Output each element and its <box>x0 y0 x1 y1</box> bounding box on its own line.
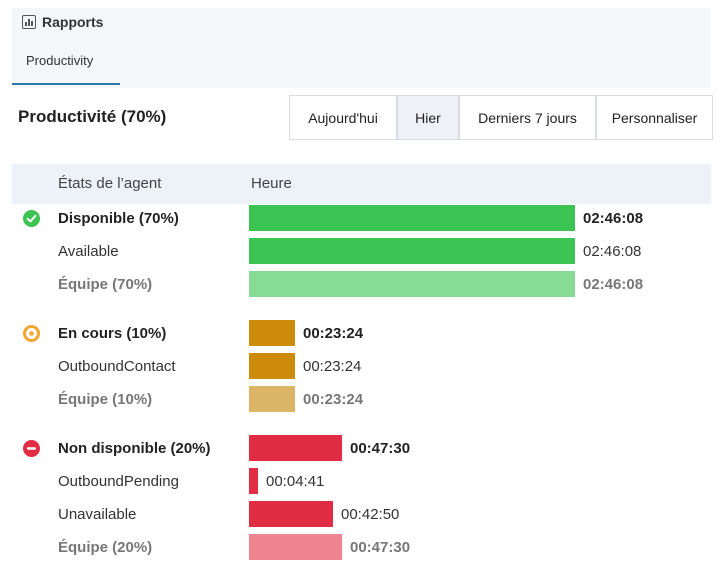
state-summary-row: Non disponible (20%) 00:47:30 <box>12 435 711 463</box>
duration-value: 00:04:41 <box>266 473 325 490</box>
state-label: Équipe (10%) <box>58 391 153 408</box>
duration-bar <box>249 386 295 412</box>
state-detail-row: Unavailable 00:42:50 <box>12 501 711 529</box>
dot-circle-icon <box>23 325 40 342</box>
state-summary-row: En cours (10%) 00:23:24 <box>12 320 711 348</box>
custom-button[interactable]: Personnaliser <box>596 95 713 140</box>
state-detail-row: Available 02:46:08 <box>12 238 711 266</box>
column-time: Heure <box>251 175 292 192</box>
duration-bar <box>249 205 575 231</box>
app-title: Rapports <box>22 14 103 30</box>
yesterday-button[interactable]: Hier <box>397 95 459 140</box>
state-label: OutboundContact <box>58 358 176 375</box>
state-label: En cours (10%) <box>58 325 167 342</box>
state-label: Équipe (70%) <box>58 276 153 293</box>
team-row: Équipe (20%) 00:47:30 <box>12 534 711 562</box>
header-bar: Rapports Productivity <box>12 8 711 88</box>
period-selector: Aujourd'hui Hier Derniers 7 jours Person… <box>289 95 713 140</box>
state-detail-row: OutboundContact 00:23:24 <box>12 353 711 381</box>
last-7-days-button[interactable]: Derniers 7 jours <box>459 95 596 140</box>
state-summary-row: Disponible (70%) 02:46:08 <box>12 205 711 233</box>
state-label: Non disponible (20%) <box>58 440 211 457</box>
duration-bar <box>249 501 333 527</box>
duration-bar <box>249 353 295 379</box>
duration-bar <box>249 534 342 560</box>
duration-bar <box>249 468 258 494</box>
section-title: Productivité (70%) <box>18 107 167 126</box>
duration-value: 00:23:24 <box>303 358 362 375</box>
team-row: Équipe (70%) 02:46:08 <box>12 271 711 299</box>
duration-bar <box>249 320 295 346</box>
state-label: OutboundPending <box>58 473 179 490</box>
reports-panel: Rapports Productivity Productivité (70%)… <box>12 8 713 571</box>
duration-value: 00:23:24 <box>303 325 364 342</box>
table-header: États de l’agent Heure <box>12 164 711 204</box>
state-label: Unavailable <box>58 506 137 523</box>
app-title-label: Rapports <box>42 14 104 30</box>
minus-circle-icon <box>23 440 40 457</box>
tab-productivity[interactable]: Productivity <box>12 44 120 85</box>
check-circle-icon <box>23 210 40 227</box>
duration-bar <box>249 271 575 297</box>
state-detail-row: OutboundPending 00:04:41 <box>12 468 711 496</box>
duration-value: 00:42:50 <box>341 506 400 523</box>
state-label: Équipe (20%) <box>58 539 153 556</box>
column-agent-states: États de l’agent <box>58 175 162 192</box>
state-label: Disponible (70%) <box>58 210 179 227</box>
duration-bar <box>249 238 575 264</box>
duration-value: 00:47:30 <box>350 440 411 457</box>
duration-value: 02:46:08 <box>583 210 644 227</box>
duration-value: 00:47:30 <box>350 539 411 556</box>
duration-value: 00:23:24 <box>303 391 364 408</box>
team-row: Équipe (10%) 00:23:24 <box>12 386 711 414</box>
state-label: Available <box>58 243 119 260</box>
duration-value: 02:46:08 <box>583 276 644 293</box>
bar-chart-icon <box>22 15 36 29</box>
duration-bar <box>249 435 342 461</box>
today-button[interactable]: Aujourd'hui <box>289 95 397 140</box>
duration-value: 02:46:08 <box>583 243 642 260</box>
